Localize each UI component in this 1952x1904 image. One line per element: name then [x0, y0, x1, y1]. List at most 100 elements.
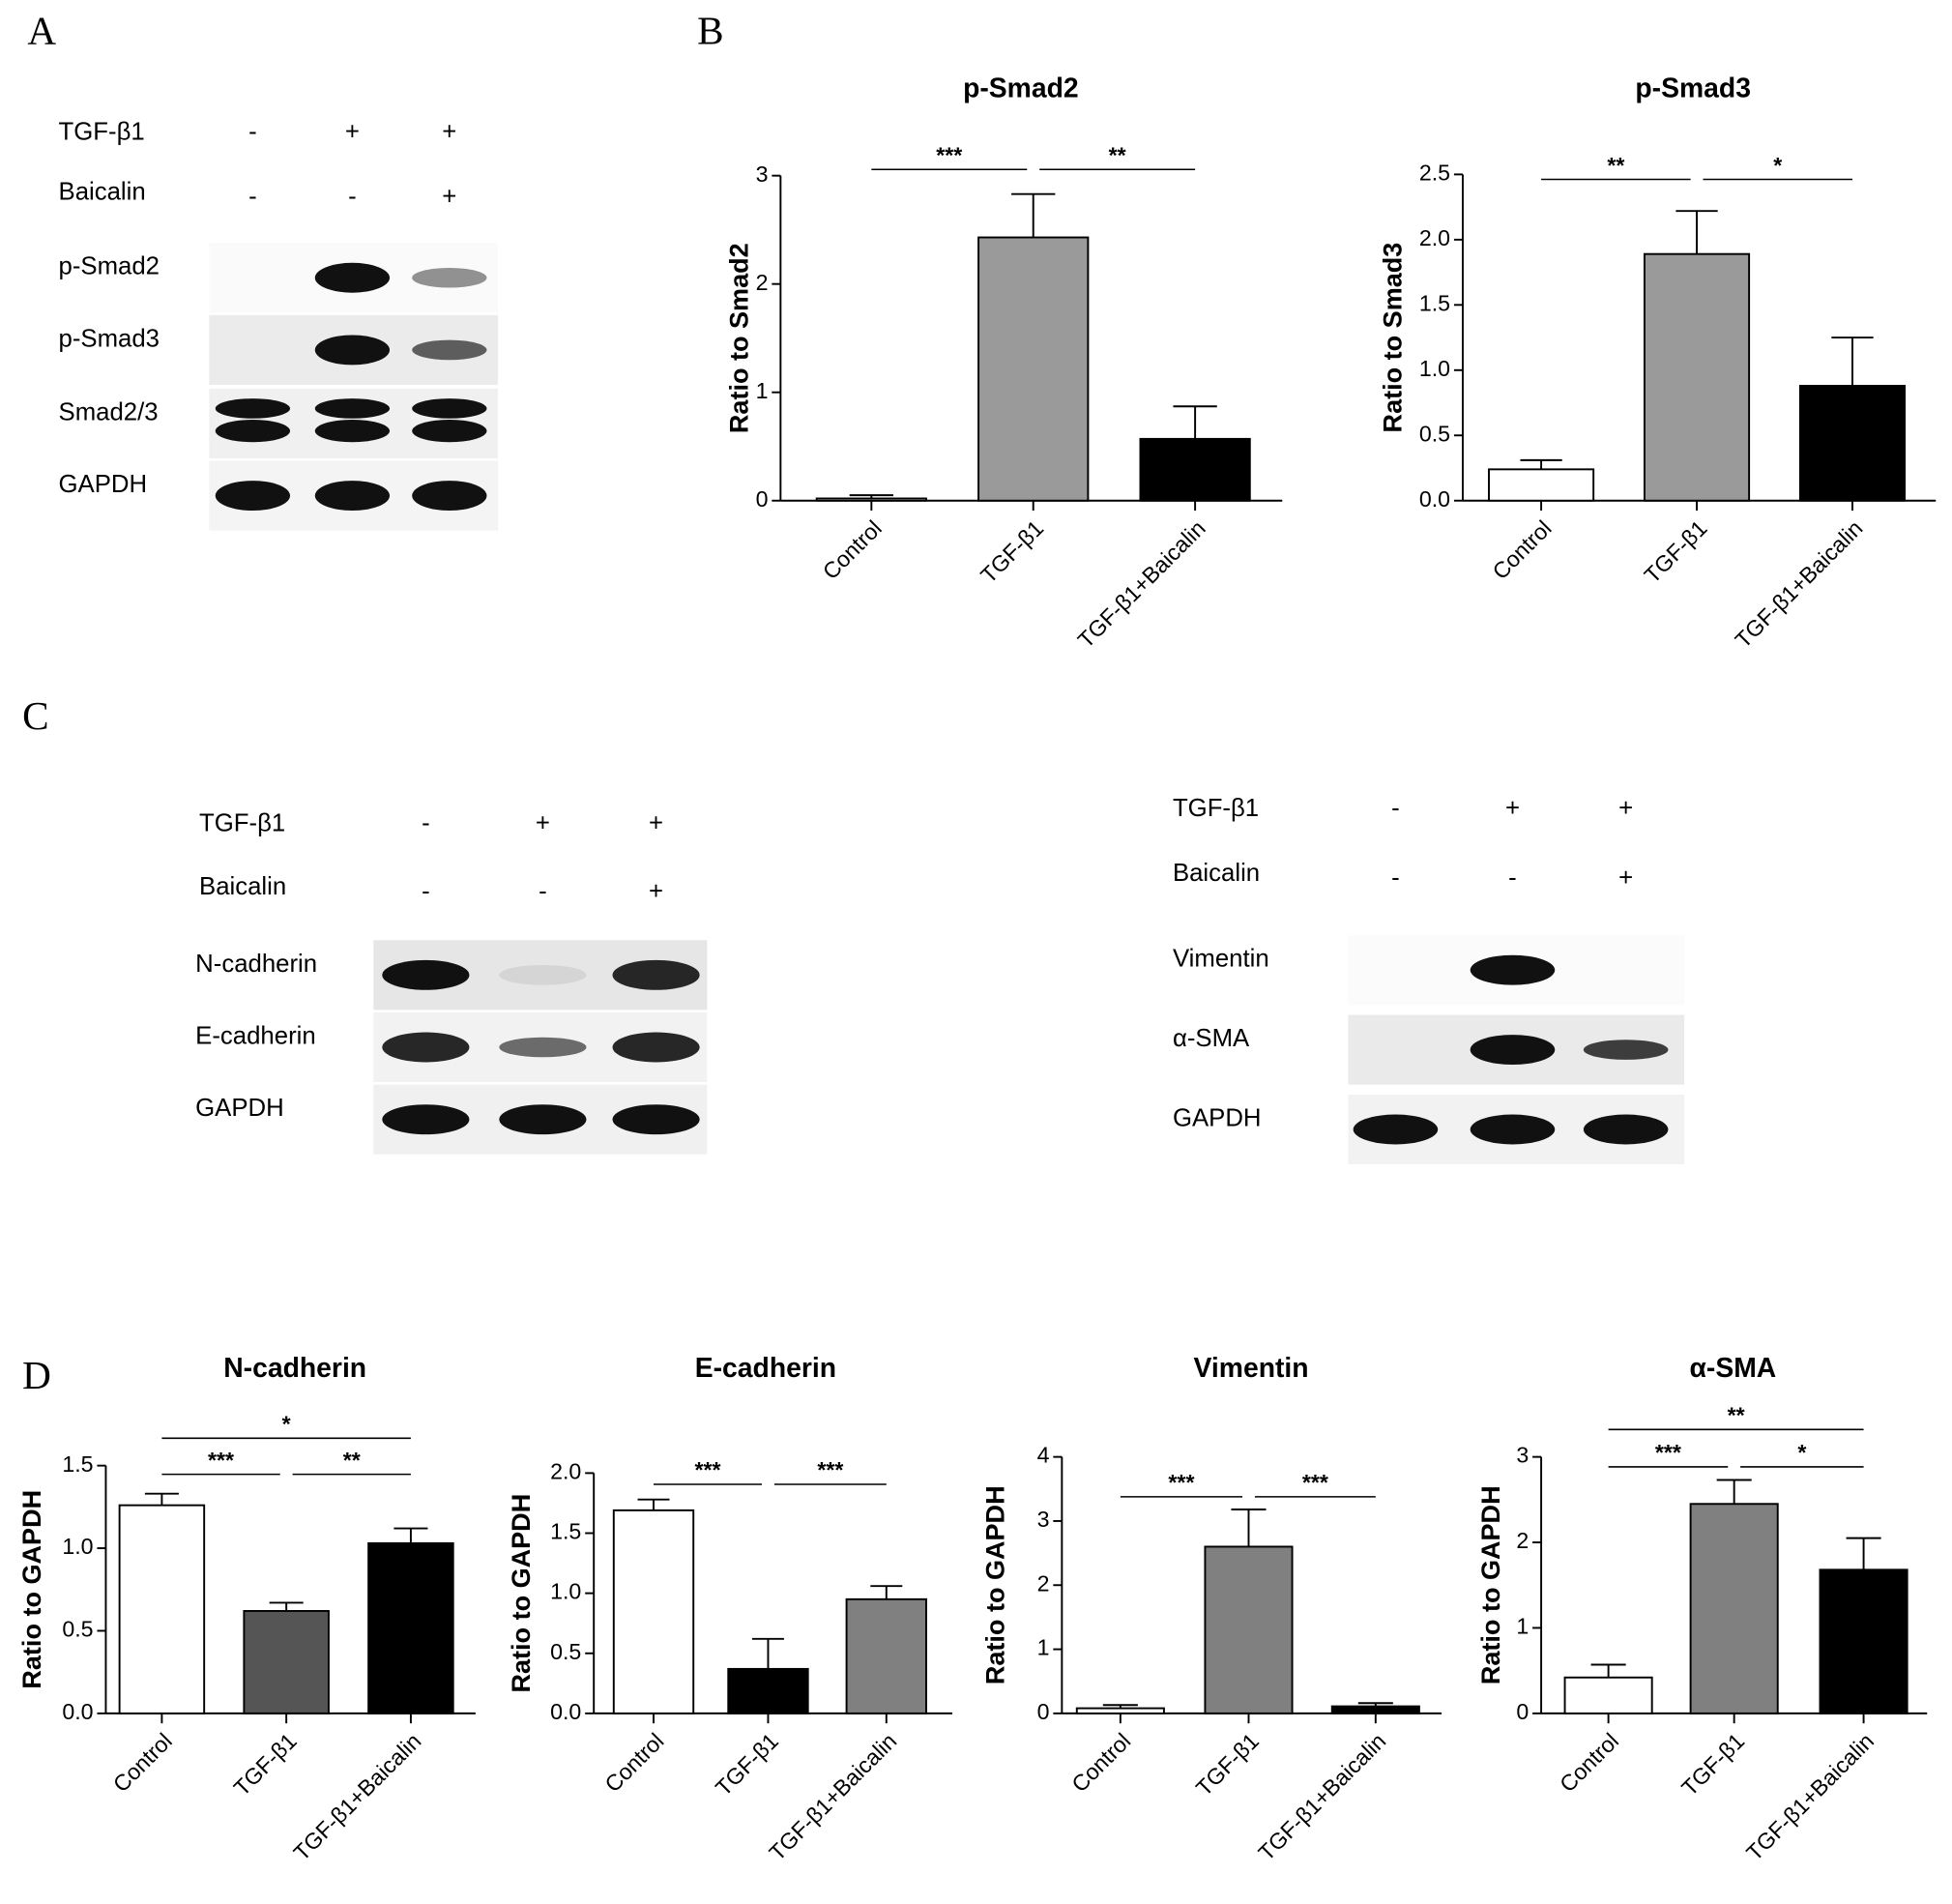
y-tick-label: 1.5: [550, 1519, 581, 1544]
treatment-sign: -: [1391, 864, 1400, 892]
y-tick-label: 0.0: [550, 1699, 581, 1724]
y-axis-label: Ratio to GAPDH: [981, 1485, 1010, 1684]
y-tick-label: 2.5: [1419, 161, 1450, 186]
protein-label: p-Smad2: [59, 253, 160, 280]
y-tick-label: 0.5: [1419, 421, 1450, 446]
treatment-label: Baicalin: [1173, 860, 1260, 887]
bar: [612, 1509, 695, 1714]
bar: [1139, 437, 1251, 502]
blot-band: [215, 481, 291, 512]
y-tick-label: 2: [756, 270, 769, 295]
chart-title: Vimentin: [1194, 1353, 1309, 1384]
bar: [1204, 1545, 1294, 1714]
y-tick-label: 0.0: [1419, 486, 1450, 512]
y-tick-label: 1.0: [550, 1579, 581, 1604]
significance-label: **: [1728, 1403, 1745, 1428]
protein-label: E-cadherin: [195, 1022, 316, 1049]
y-tick-label: 1.5: [1419, 290, 1450, 315]
treatment-sign: -: [348, 184, 357, 211]
y-tick-label: 3: [756, 161, 769, 187]
y-tick-label: 1.0: [1419, 356, 1450, 381]
panel-label: B: [697, 9, 723, 53]
y-tick-label: 0.0: [62, 1699, 93, 1724]
blot-band: [382, 1104, 470, 1135]
blot-band: [1353, 1114, 1439, 1145]
blot-band: [314, 420, 391, 443]
significance-label: **: [1109, 142, 1126, 167]
treatment-label: TGF-β1: [1173, 795, 1259, 822]
significance-label: **: [343, 1448, 361, 1473]
significance-label: ***: [694, 1457, 720, 1482]
significance-label: ***: [1302, 1470, 1328, 1495]
y-tick-label: 0: [1037, 1699, 1050, 1724]
treatment-sign: +: [1618, 795, 1633, 822]
bar: [118, 1504, 206, 1714]
bar: [1798, 385, 1907, 502]
blot-band: [499, 1104, 587, 1135]
panel-label: D: [22, 1353, 51, 1397]
blot-band: [612, 1104, 700, 1135]
treatment-sign: +: [649, 809, 663, 836]
blot-band: [412, 339, 487, 361]
y-tick-label: 2: [1516, 1528, 1529, 1553]
significance-label: ***: [817, 1457, 843, 1482]
bar: [367, 1541, 454, 1714]
blot-band: [314, 335, 391, 366]
blot-band: [412, 420, 487, 443]
bar: [243, 1610, 330, 1714]
treatment-sign: -: [1391, 795, 1400, 822]
blot-band: [1583, 1114, 1669, 1145]
bar: [845, 1597, 927, 1714]
y-tick-label: 1: [1516, 1614, 1529, 1639]
treatment-sign: +: [649, 878, 663, 905]
blot-band: [412, 398, 487, 419]
treatment-label: TGF-β1: [59, 119, 145, 146]
y-axis-label: Ratio to GAPDH: [1476, 1485, 1505, 1684]
y-tick-label: 4: [1037, 1443, 1050, 1468]
blot-band: [215, 420, 291, 443]
significance-label: *: [1797, 1440, 1806, 1465]
y-tick-label: 2.0: [1419, 225, 1450, 250]
chart-title: p-Smad3: [1635, 73, 1751, 103]
y-tick-label: 0.5: [550, 1639, 581, 1664]
blot-band: [1470, 1114, 1556, 1145]
treatment-sign: -: [248, 119, 257, 146]
panel-label: C: [22, 693, 48, 738]
chart-title: N-cadherin: [223, 1353, 366, 1384]
bar: [1689, 1503, 1779, 1714]
y-tick-label: 1.5: [62, 1451, 93, 1477]
protein-label: N-cadherin: [195, 951, 317, 978]
treatment-sign: -: [1508, 864, 1517, 892]
protein-label: GAPDH: [59, 471, 148, 498]
y-axis-label: Ratio to GAPDH: [17, 1490, 46, 1689]
treatment-label: Baicalin: [59, 178, 146, 205]
chart-title: E-cadherin: [695, 1353, 836, 1384]
blot-band: [612, 959, 700, 990]
blot-band: [382, 959, 470, 990]
y-axis-label: Ratio to Smad3: [1378, 243, 1407, 433]
bar: [1643, 252, 1751, 502]
y-tick-label: 0.5: [62, 1617, 93, 1642]
y-tick-label: 1: [756, 378, 769, 403]
blot-band: [382, 1032, 470, 1063]
protein-label: p-Smad3: [59, 325, 160, 352]
protein-label: Vimentin: [1173, 946, 1269, 973]
protein-label: α-SMA: [1173, 1025, 1250, 1052]
blot-band: [314, 481, 391, 512]
treatment-sign: -: [248, 184, 257, 211]
treatment-label: TGF-β1: [199, 809, 285, 836]
blot-band: [314, 398, 391, 419]
significance-label: ***: [208, 1448, 234, 1473]
treatment-label: Baicalin: [199, 873, 286, 900]
treatment-sign: +: [1505, 795, 1520, 822]
treatment-sign: +: [345, 119, 360, 146]
blot-band: [499, 965, 587, 985]
blot-band: [1470, 1035, 1556, 1066]
y-tick-label: 0: [1516, 1699, 1529, 1724]
y-tick-label: 0: [756, 486, 769, 512]
protein-label: Smad2/3: [59, 398, 159, 425]
significance-label: ***: [1655, 1440, 1681, 1465]
y-tick-label: 1.0: [62, 1534, 93, 1559]
